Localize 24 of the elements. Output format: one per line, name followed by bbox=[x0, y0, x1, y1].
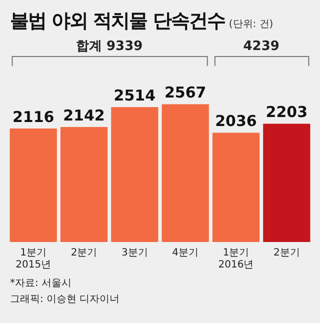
bar bbox=[111, 107, 158, 242]
data-label: 2116 bbox=[12, 108, 54, 126]
text: 4239 bbox=[243, 38, 280, 54]
data-label: 2514 bbox=[114, 86, 156, 104]
data-label: 2036 bbox=[215, 112, 257, 130]
chart-subtitle: (단위: 건) bbox=[228, 19, 274, 30]
x-tick-label: 1분기 2015년 bbox=[16, 248, 52, 271]
bar bbox=[60, 127, 108, 242]
bar bbox=[212, 132, 260, 242]
text: 합계 9339 bbox=[76, 38, 143, 54]
chart-title: 불법 야외 적치물 단속건수 bbox=[10, 10, 225, 32]
x-tick-label: 2분기 bbox=[70, 248, 98, 259]
data-label: 2142 bbox=[63, 106, 105, 124]
x-tick-label: 1분기 2016년 bbox=[218, 248, 254, 271]
x-tick-label: 4분기 bbox=[172, 248, 199, 259]
bar bbox=[263, 124, 310, 242]
x-tick-label: 3분기 bbox=[121, 248, 148, 259]
data-label: 2567 bbox=[164, 84, 206, 102]
text: 그래픽: 이승현 디자이너 bbox=[10, 293, 121, 307]
bar bbox=[10, 128, 57, 242]
bar bbox=[162, 104, 209, 242]
text: *자료: 서울시 bbox=[10, 277, 73, 291]
x-tick-label: 2분기 bbox=[273, 248, 300, 259]
data-label: 2203 bbox=[266, 103, 308, 122]
